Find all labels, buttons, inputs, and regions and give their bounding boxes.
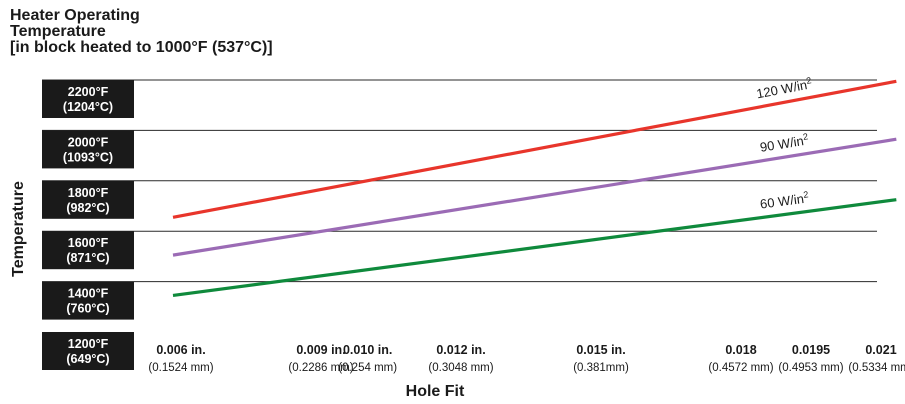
x-axis-label: Hole Fit	[406, 383, 465, 400]
y-tick-sub-1400: (760°C)	[66, 302, 109, 316]
series-label-superscript-1: 2	[802, 131, 809, 142]
y-tick-label-2200: 2200°F	[68, 85, 109, 99]
x-axis: 0.006 in. (0.1524 mm) 0.009 in. (0.2286 mm)…	[148, 343, 905, 374]
y-tick-label-1600: 1600°F	[68, 236, 109, 250]
x-tick-label-3: 0.012 in.	[436, 343, 485, 357]
x-tick-label-5: 0.018	[725, 343, 756, 357]
y-tick-sub-2000: (1093°C)	[63, 150, 113, 164]
y-tick-label-2000: 2000°F	[68, 135, 109, 149]
y-tick-label-1200: 1200°F	[68, 337, 109, 351]
y-tick-sub-2200: (1204°C)	[63, 100, 113, 114]
x-tick-label-6: 0.0195	[792, 343, 830, 357]
chart-title: Heater Operating Temperature [in block h…	[10, 8, 273, 56]
y-tick-box-1200	[42, 332, 134, 370]
x-tick-label-0: 0.006 in.	[156, 343, 205, 357]
y-tick-box-1400	[42, 281, 134, 320]
x-tick-sub-5: (0.4572 mm)	[708, 362, 773, 374]
series-label-superscript-0: 2	[805, 75, 812, 86]
y-tick-box-2200	[42, 80, 134, 118]
y-axis: 1200°F(649°C) 1400°F(760°C) 1600°F(871°C) 1…	[42, 80, 134, 370]
y-tick-sub-1800: (982°C)	[66, 201, 109, 215]
series-label-2: 60 W/in2	[759, 189, 810, 211]
grid	[42, 79, 877, 283]
series-label-1: 90 W/in2	[759, 131, 810, 155]
chart-title-line-1: Heater Operating	[10, 7, 140, 24]
y-tick-sub-1600: (871°C)	[66, 251, 109, 265]
y-tick-box-1800	[42, 180, 134, 219]
x-tick-sub-6: (0.4953 mm)	[778, 362, 843, 374]
x-tick-sub-3: (0.3048 mm)	[428, 362, 493, 374]
series-label-superscript-2: 2	[803, 189, 809, 200]
x-tick-sub-2: (0.254 mm)	[338, 362, 397, 374]
x-tick-sub-0: (0.1524 mm)	[148, 362, 213, 374]
series-line-1	[172, 137, 897, 257]
chart-title-line-2: Temperature	[10, 23, 106, 40]
x-tick-label-2: 0.010 in.	[343, 343, 392, 357]
y-tick-label-1800: 1800°F	[68, 186, 109, 200]
y-tick-box-2000	[42, 130, 134, 169]
x-tick-sub-1: (0.2286 mm)	[288, 362, 353, 374]
x-tick-label-4: 0.015 in.	[576, 343, 625, 357]
series-line-0	[172, 79, 897, 219]
series-line-2	[172, 198, 897, 298]
x-tick-sub-7: (0.5334 mm)	[848, 362, 905, 374]
x-tick-label-1: 0.009 in.	[296, 343, 345, 357]
y-tick-box-1600	[42, 231, 134, 270]
y-tick-sub-1200: (649°C)	[66, 352, 109, 366]
y-tick-label-1400: 1400°F	[68, 287, 109, 301]
x-tick-sub-4: (0.381mm)	[573, 362, 629, 374]
x-tick-label-7: 0.021	[865, 343, 896, 357]
y-axis-label: Temperature	[10, 181, 27, 277]
chart-title-line-3: [in block heated to 1000°F (537°C)]	[10, 39, 273, 56]
